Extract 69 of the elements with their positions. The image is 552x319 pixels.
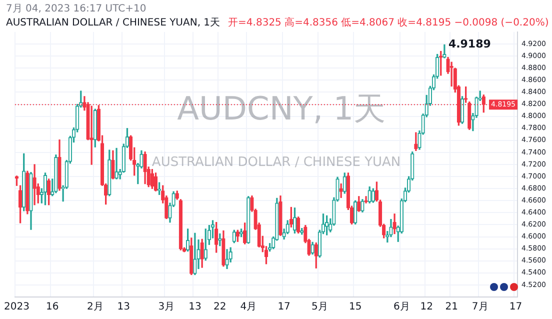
candlestick: [178, 199, 183, 250]
x-tick-label: 6月: [393, 302, 410, 313]
candlestick: [26, 170, 30, 214]
candlestick: [310, 242, 314, 255]
text: AUSTRALIAN DOLLAR / CHINESE YUAN, 1天: [6, 18, 220, 29]
candlestick: [46, 178, 51, 206]
x-tick-label: 22: [214, 302, 226, 313]
candlestick: [175, 190, 179, 200]
x-tick-label: 17: [278, 302, 290, 313]
x-tick-label: 21: [445, 302, 458, 313]
text: 7月 04, 2023 16:17 UTC+10: [6, 4, 146, 15]
candlestick: [22, 153, 26, 212]
text: 开=4.8325 高=4.8356 低=4.8067 收=4.8195 −0.0098 (−0.20%): [228, 16, 549, 29]
x-tick-label: 4月: [240, 302, 257, 313]
candlestick: [200, 238, 204, 268]
candlestick: [360, 199, 364, 212]
candlestick: [289, 206, 294, 228]
candlestick: [222, 230, 226, 267]
candlestick: [296, 216, 300, 234]
candlestick: [204, 228, 208, 261]
candlestick: [371, 188, 375, 203]
candlestick: [218, 233, 222, 246]
candlestick: [58, 139, 62, 191]
candlestick: [186, 228, 190, 252]
x-tick-label: 2月: [86, 302, 104, 313]
candlestick: [190, 238, 194, 276]
x-tick-label: 5月: [312, 302, 328, 313]
x-tick-label: 3月: [158, 302, 175, 313]
candlestick: [368, 186, 372, 204]
candlestick: [29, 172, 33, 230]
x-tick-label: 17: [509, 302, 522, 313]
candlestick: [442, 44, 446, 58]
candlestick: [111, 150, 115, 180]
candlestick: [414, 132, 418, 151]
candlestick: [193, 232, 197, 276]
candlestick: [278, 195, 282, 236]
x-tick-label: 2023: [4, 302, 30, 313]
candlestick: [108, 150, 112, 196]
candlestick: [314, 242, 318, 268]
x-tick-label: 16: [46, 302, 59, 313]
candlestick: [214, 222, 218, 253]
candlestick: [364, 196, 368, 204]
candlestick: [292, 208, 297, 234]
candlestick: [342, 172, 346, 194]
candlestick: [150, 168, 154, 189]
text: AUDCNY, 1天: [177, 89, 386, 128]
x-tick-label: 13: [117, 302, 130, 313]
text: AUSTRALIAN DOLLAR / CHINESE YUAN: [152, 154, 401, 170]
candlestick: [225, 249, 229, 270]
x-tick-label: 7月: [472, 302, 488, 313]
candlestick: [43, 172, 48, 206]
candlestick: [54, 154, 58, 194]
candlestick: [232, 230, 236, 244]
x-tick-label: 13: [188, 302, 202, 313]
candlestick: [154, 172, 158, 192]
candlestick: [143, 152, 147, 184]
candlestick: [339, 183, 343, 198]
x-tick-label: 12: [420, 302, 433, 313]
candlestick: [324, 215, 329, 236]
candlestick: [14, 176, 19, 186]
candlestick: [236, 230, 240, 242]
candlestick: [93, 108, 97, 148]
candlestick: [354, 200, 358, 224]
candlestick: [18, 185, 22, 224]
candlestick: [246, 196, 250, 244]
candlestick: [114, 148, 118, 180]
x-tick-label: 15: [348, 302, 362, 313]
annotation: 4.9189: [448, 38, 491, 51]
candlestick: [32, 164, 36, 206]
